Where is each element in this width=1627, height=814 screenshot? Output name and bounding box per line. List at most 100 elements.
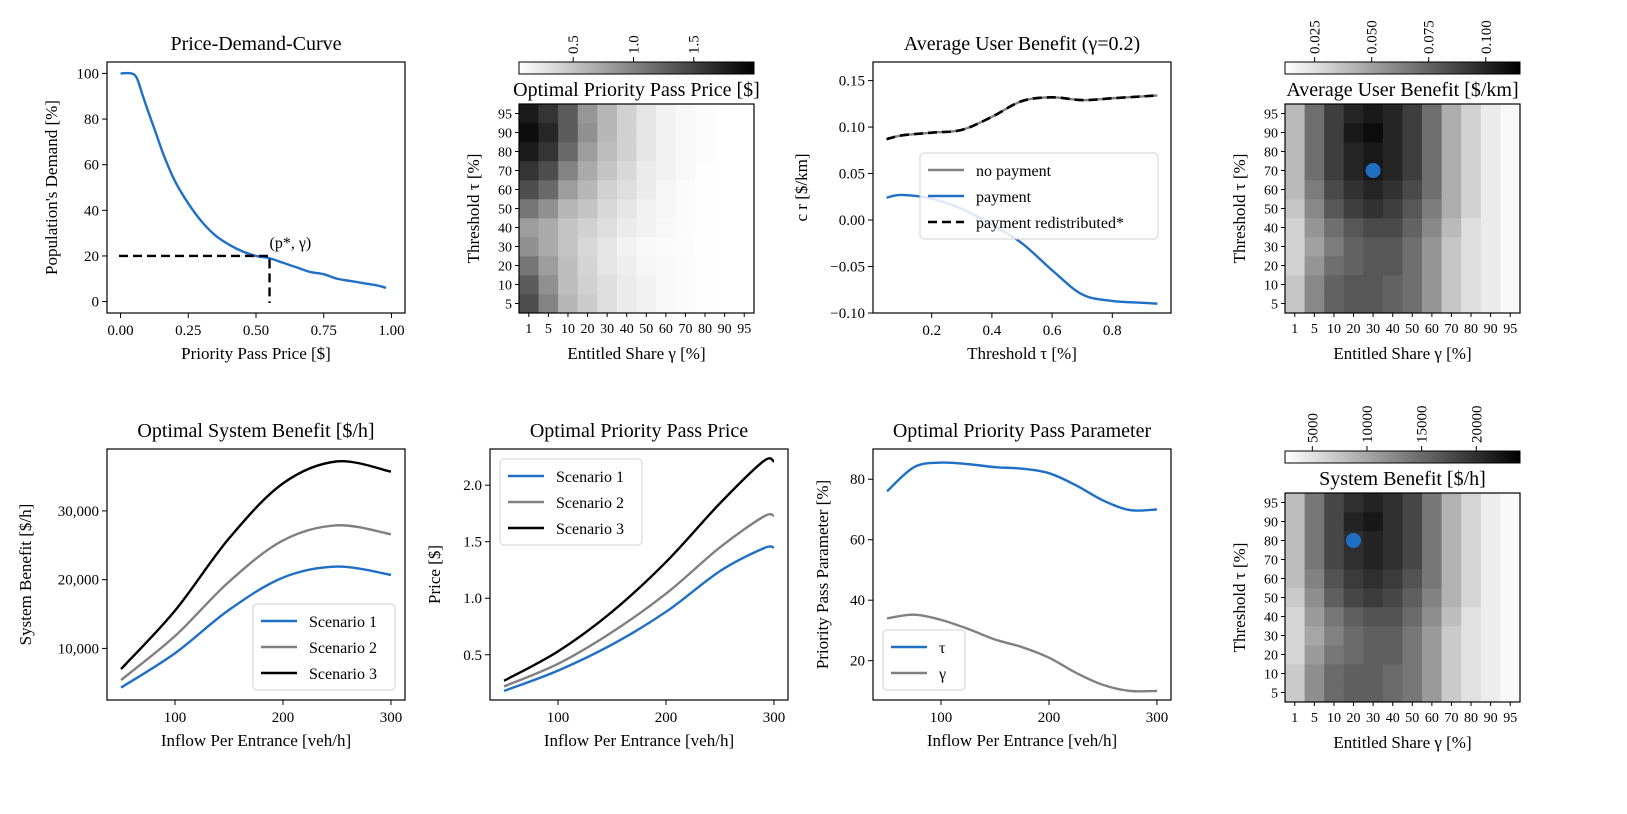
x-tick-label: 30 — [600, 322, 614, 337]
x-tick-label: 5 — [1311, 711, 1318, 726]
colorbar-bar — [518, 61, 755, 75]
y-tick-label: 60 — [1264, 184, 1278, 199]
heatmap-cell — [1461, 588, 1482, 608]
heatmap-cell — [1382, 588, 1403, 608]
heatmap-cell — [734, 161, 755, 181]
heatmap-cell — [1422, 626, 1442, 646]
heatmap-cell — [1461, 607, 1482, 627]
y-tick-label: 0.05 — [839, 167, 865, 183]
heatmap-cell — [597, 218, 618, 238]
y-tick-label: 80 — [850, 472, 865, 488]
heatmap-cell — [636, 161, 657, 181]
heatmap-cell — [616, 199, 637, 219]
heatmap-cell — [1441, 275, 1462, 295]
x-tick-label: 90 — [1484, 322, 1498, 337]
heatmap-cell — [1402, 275, 1423, 295]
heatmap-cell — [714, 104, 735, 124]
heatmap-cell — [558, 123, 579, 143]
heatmap-cell — [1324, 218, 1345, 238]
heatmap-cell — [1343, 512, 1364, 532]
heatmap-cell — [636, 199, 657, 219]
heatmap-cell — [1441, 607, 1462, 627]
heatmap-cell — [1324, 161, 1345, 181]
heatmap-cell — [1363, 256, 1384, 276]
heatmap-cell — [1441, 142, 1462, 162]
colorbar-tick-label: 1.5 — [687, 35, 703, 54]
heatmap-cell — [1363, 493, 1384, 513]
legend-label: τ — [939, 640, 946, 657]
heatmap-cell — [1285, 256, 1305, 276]
heatmap-cell — [1324, 104, 1345, 124]
heatmap-cell — [1422, 493, 1442, 513]
heatmap-cell — [1343, 199, 1364, 219]
heatmap-cell — [1382, 664, 1403, 684]
heatmap-cell — [1402, 607, 1423, 627]
heatmap-cell — [695, 142, 716, 162]
chart-p2: Optimal Priority Pass Price [$] 1 5 10 20 30 4… — [464, 35, 760, 363]
heatmap-cell — [1343, 626, 1364, 646]
x-tick-label: 1 — [1291, 711, 1298, 726]
heatmap-cell — [1285, 626, 1305, 646]
heatmap-cell — [1441, 104, 1462, 124]
heatmap-cell — [1285, 531, 1305, 551]
heatmap-cell — [1441, 237, 1462, 257]
heatmap-cell — [1500, 275, 1521, 295]
y-tick-label: 90 — [1264, 127, 1278, 142]
heatmap-cell — [1480, 161, 1501, 181]
x-tick-label: 60 — [1425, 322, 1439, 337]
heatmap-cell — [1480, 180, 1501, 200]
heatmap-cell — [1285, 275, 1305, 295]
y-tick-label: 0.00 — [839, 213, 865, 229]
legend-box — [919, 152, 1159, 240]
heatmap-cell — [636, 237, 657, 257]
heatmap-cell — [1461, 104, 1482, 124]
heatmap-cell — [519, 256, 539, 276]
heatmap-cell — [1304, 199, 1325, 219]
heatmap-cell — [1304, 104, 1325, 124]
heatmap-cell — [597, 161, 618, 181]
heatmap-cell — [597, 275, 618, 295]
series-line-scenario-2 — [503, 513, 775, 688]
y-tick-label: 1.5 — [463, 535, 482, 551]
heatmap-cell — [577, 123, 598, 143]
x-tick-label: 0.4 — [983, 323, 1002, 339]
y-axis-label: c r [$/km] — [792, 154, 811, 222]
heatmap-cell — [1324, 275, 1345, 295]
heatmap-cell — [1402, 588, 1423, 608]
heatmap-cell — [1480, 237, 1501, 257]
heatmap-cell — [1422, 142, 1442, 162]
heatmap-cell — [1304, 645, 1325, 665]
y-tick-label: 30 — [1264, 241, 1278, 256]
chart-title: Optimal Priority Pass Price [$] — [513, 79, 760, 101]
heatmap-cell — [1343, 645, 1364, 665]
series-line-scenario-3 — [120, 459, 392, 670]
optimum-marker — [1365, 163, 1381, 178]
colorbar-tick-label: 0.050 — [1365, 20, 1381, 54]
y-tick-label: 90 — [498, 127, 512, 142]
heatmap-cell — [1461, 550, 1482, 570]
heatmap-cell — [1304, 683, 1325, 703]
heatmap-cell — [656, 275, 676, 295]
heatmap-cell — [1382, 104, 1403, 124]
heatmap-cell — [714, 256, 735, 276]
heatmap-cell — [656, 294, 676, 314]
x-tick-label: 1.00 — [378, 323, 404, 339]
colorbar-tick-label: 10000 — [1360, 406, 1376, 444]
y-tick-label: 20 — [498, 260, 512, 275]
heatmap-cell — [1324, 550, 1345, 570]
heatmap-cell — [538, 294, 559, 314]
heatmap-cell — [519, 161, 539, 181]
heatmap-cell — [695, 218, 716, 238]
colorbar-tick-label: 5000 — [1305, 413, 1321, 443]
heatmap-cell — [1422, 218, 1442, 238]
x-tick-label: 20 — [1347, 322, 1361, 337]
heatmap-cell — [714, 142, 735, 162]
heatmap-cell — [1402, 142, 1423, 162]
heatmap-cell — [1500, 161, 1521, 181]
heatmap-cell — [558, 294, 579, 314]
heatmap-cell — [1343, 256, 1364, 276]
heatmap-cell — [1461, 683, 1482, 703]
y-tick-label: 0.15 — [839, 74, 865, 90]
heatmap-cell — [1422, 607, 1442, 627]
heatmap-cell — [616, 237, 637, 257]
